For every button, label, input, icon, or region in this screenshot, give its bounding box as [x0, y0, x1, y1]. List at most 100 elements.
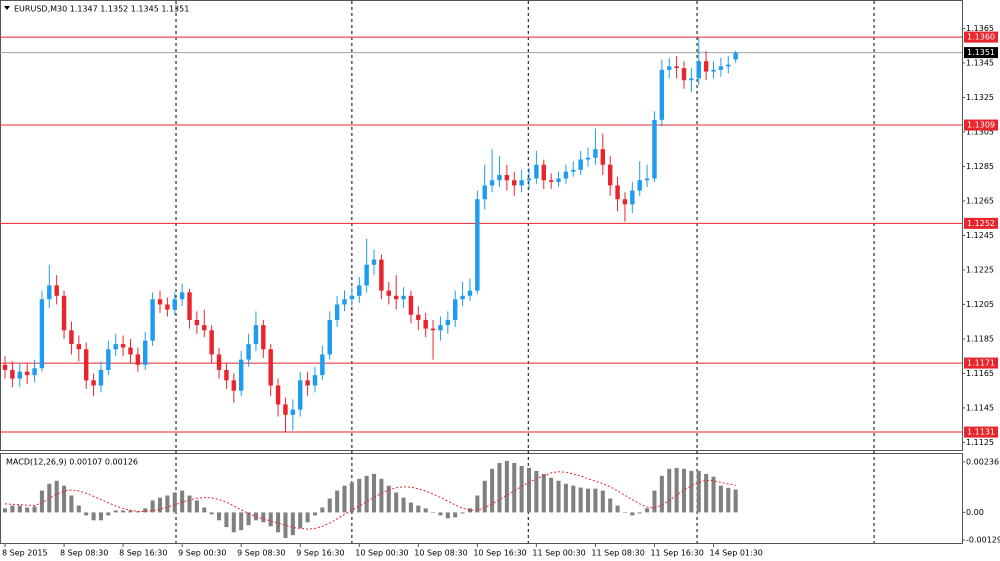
histogram-bar	[571, 485, 576, 513]
candle-body	[460, 295, 465, 300]
histogram-bar	[416, 505, 421, 513]
x-tick-label: 11 Sep 08:30	[591, 549, 644, 558]
candle-body	[408, 295, 414, 315]
histogram-bar	[187, 495, 192, 513]
candle-body	[202, 325, 207, 331]
histogram-bar	[32, 506, 37, 513]
level-label-box	[964, 119, 998, 131]
candle-body	[371, 259, 377, 265]
candle-body	[593, 149, 598, 158]
candle-body	[497, 175, 502, 181]
histogram-bar	[98, 512, 103, 521]
histogram-bar	[445, 512, 450, 519]
y-tick-label: 1.1205	[966, 300, 994, 309]
histogram-bar	[91, 512, 96, 521]
histogram-bar	[630, 512, 635, 516]
histogram-bar	[320, 507, 325, 513]
candle-body	[216, 354, 222, 370]
histogram-bar	[504, 460, 509, 513]
candle-body	[135, 354, 141, 365]
y-tick-label: 1.1325	[966, 93, 994, 102]
y-tick-label: 1.1245	[966, 231, 994, 240]
candle-body	[452, 299, 458, 320]
candle-body	[475, 199, 480, 291]
y-tick-label: 1.1185	[966, 334, 994, 343]
candle-body	[357, 285, 362, 296]
candle-body	[143, 340, 148, 365]
x-tick-label: 11 Sep 16:30	[650, 549, 703, 558]
candle-body	[261, 325, 266, 350]
candle-body	[674, 66, 679, 69]
macd-panel-frame	[0, 453, 963, 544]
candle-body	[231, 380, 237, 391]
x-tick-label: 8 Sep 16:30	[119, 549, 167, 558]
current-price-box	[964, 47, 998, 59]
candle-body	[364, 264, 369, 286]
level-label: 1.1171	[967, 359, 995, 368]
price-panel-frame	[0, 0, 963, 451]
histogram-bar	[69, 495, 74, 513]
histogram-bar	[342, 485, 347, 513]
histogram-bar	[2, 508, 8, 513]
histogram-bar	[401, 497, 406, 513]
y-tick-label: 1.1165	[966, 369, 994, 378]
histogram-bar	[637, 512, 642, 514]
candle-body	[563, 171, 569, 179]
histogram-bar	[290, 512, 295, 536]
histogram-bar	[608, 498, 613, 513]
candle-body	[615, 185, 620, 200]
candle-body	[733, 52, 738, 60]
histogram-bar	[25, 507, 30, 513]
histogram-bar	[357, 478, 362, 513]
x-tick-label: 10 Sep 08:30	[414, 549, 467, 558]
y-tick-label: 1.1305	[966, 127, 994, 136]
candle-body	[2, 364, 8, 370]
candle-body	[165, 304, 170, 310]
histogram-bar	[143, 508, 148, 513]
y-tick-label: 1.1345	[966, 58, 994, 67]
histogram-bar	[526, 467, 532, 513]
histogram-bar	[150, 500, 155, 513]
histogram-bar	[128, 510, 133, 513]
histogram-bar	[121, 510, 126, 513]
candle-body	[320, 354, 325, 376]
candle-body	[630, 190, 635, 205]
candle-body	[519, 180, 524, 186]
candle-body	[689, 78, 694, 81]
histogram-bar	[667, 468, 672, 513]
histogram-bar	[586, 488, 591, 513]
menu-triangle[interactable]	[4, 6, 10, 10]
candle-body	[386, 290, 391, 296]
candle-body	[622, 199, 628, 205]
candle-body	[91, 380, 96, 386]
x-tick-label: 14 Sep 01:30	[710, 549, 763, 558]
y-tick-label: 1.1225	[966, 265, 994, 274]
histogram-bar	[490, 468, 495, 513]
histogram-bar	[312, 512, 318, 516]
candle-body	[172, 299, 177, 310]
histogram-bar	[239, 512, 244, 531]
candle-body	[120, 344, 126, 348]
candle-body	[703, 61, 709, 72]
y-tick-label: 1.1145	[966, 403, 994, 412]
candle-body	[39, 299, 45, 369]
histogram-bar	[431, 512, 436, 513]
histogram-bar	[733, 489, 738, 513]
candle-body	[526, 178, 532, 181]
level-label: 1.1309	[967, 121, 995, 130]
histogram-bar	[224, 512, 229, 528]
candle-body	[69, 330, 74, 345]
histogram-bar	[305, 512, 310, 523]
histogram-bar	[217, 512, 222, 521]
candle-body	[667, 66, 672, 70]
x-tick-label: 10 Sep 00:30	[355, 549, 408, 558]
candle-body	[467, 290, 473, 296]
candle-body	[157, 299, 163, 305]
histogram-bar	[482, 480, 487, 513]
candle-body	[305, 380, 310, 386]
candle-body	[106, 349, 111, 370]
histogram-bar	[704, 473, 709, 513]
histogram-bar	[497, 462, 502, 513]
histogram-bar	[76, 505, 81, 513]
